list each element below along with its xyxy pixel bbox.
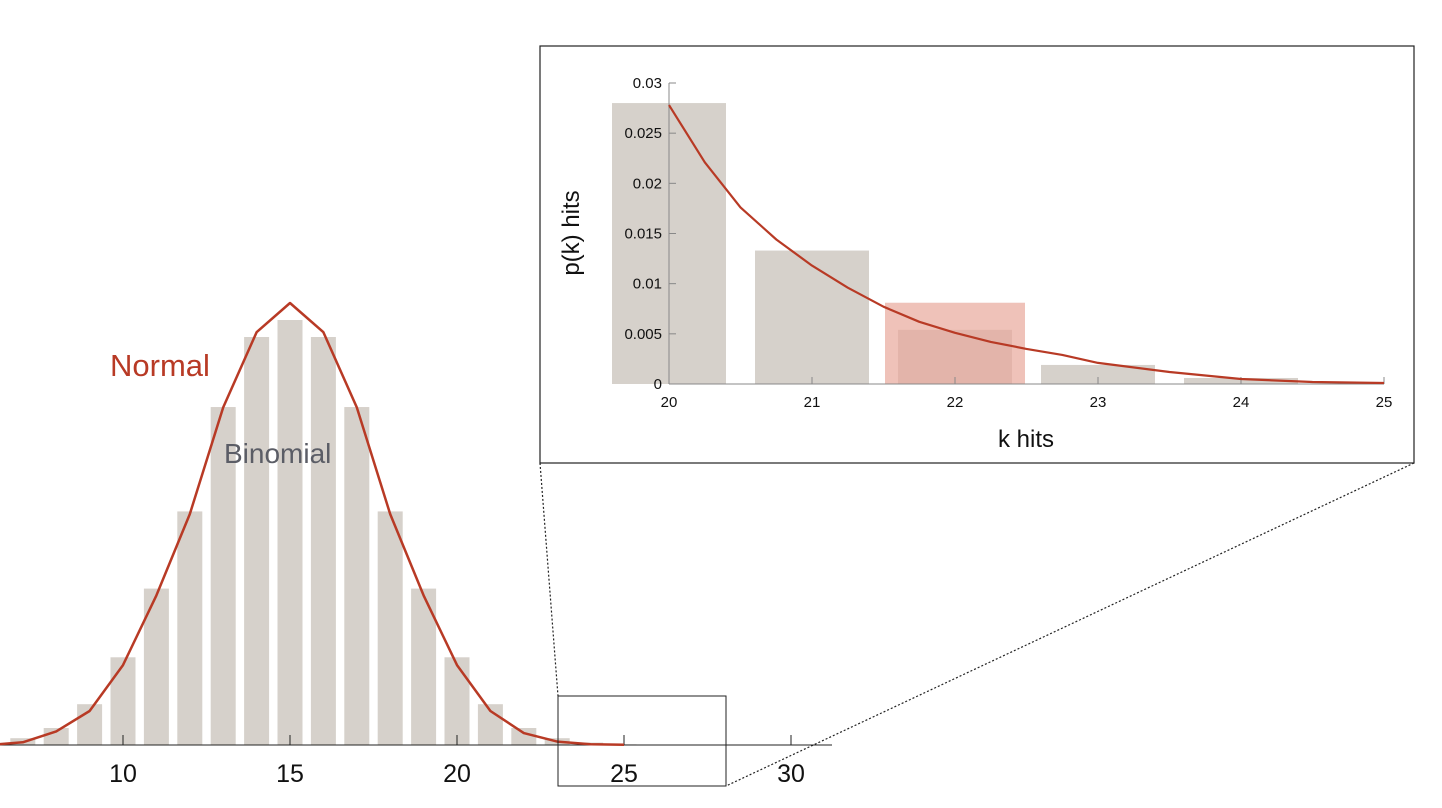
main-bar-22: [511, 728, 537, 745]
main-bar-16: [310, 337, 336, 745]
inset-y-label: p(k) hits: [558, 190, 585, 275]
inset-highlight-bar: [885, 302, 1025, 384]
inset-xtick-label-21: 21: [804, 394, 821, 411]
normal-label: Normal: [110, 348, 210, 383]
main-bar-12: [177, 511, 203, 745]
inset-xtick-label-23: 23: [1090, 394, 1107, 411]
inset-x-label: k hits: [998, 426, 1054, 453]
inset-y-ticks: 0 0.005 0.01 0.015 0.02 0.025 0.03: [624, 75, 676, 393]
inset-xtick-label-25: 25: [1376, 394, 1393, 411]
main-bar-14: [244, 337, 270, 745]
zoom-box: [557, 695, 727, 787]
inset-ytick-label-0: 0: [654, 376, 662, 393]
main-x-ticks: 10 15 20 25 30: [109, 735, 805, 788]
inset-normal-curve: [668, 104, 1385, 385]
inset-bar-23: [1041, 364, 1155, 384]
main-xtick-label-30: 30: [777, 760, 805, 788]
inset-ytick-label-0.01: 0.01: [633, 276, 662, 293]
main-bar-18: [377, 511, 403, 745]
inset-bar-21: [755, 250, 869, 384]
main-bar-10: [110, 657, 136, 745]
inset-ytick-label-0.005: 0.005: [624, 326, 662, 343]
main-bar-15: [277, 320, 303, 745]
inset-ytick-label-0.015: 0.015: [624, 226, 662, 243]
binomial-label: Binomial: [224, 438, 331, 469]
inset-xtick-label-22: 22: [947, 394, 964, 411]
main-xtick-label-10: 10: [109, 760, 137, 788]
inset-xtick-label-20: 20: [661, 394, 678, 411]
inset-ytick-label-0.02: 0.02: [633, 175, 662, 192]
zoom-connector-right: [725, 462, 1415, 787]
inset-x-ticks: 20 21 22 23 24 25: [661, 377, 1393, 411]
main-xtick-label-15: 15: [276, 760, 304, 788]
main-bar-13: [210, 407, 236, 745]
inset-xtick-label-24: 24: [1233, 394, 1250, 411]
main-bar-17: [344, 407, 370, 745]
main-bar-20: [444, 657, 470, 745]
main-normal-curve: [0, 301, 625, 747]
main-bars: [10, 320, 637, 745]
main-xtick-label-25: 25: [610, 760, 638, 788]
inset-ytick-label-0.025: 0.025: [624, 125, 662, 142]
main-xtick-label-20: 20: [443, 760, 471, 788]
zoom-connector-left: [539, 462, 559, 697]
inset-ytick-label-0.03: 0.03: [633, 75, 662, 92]
